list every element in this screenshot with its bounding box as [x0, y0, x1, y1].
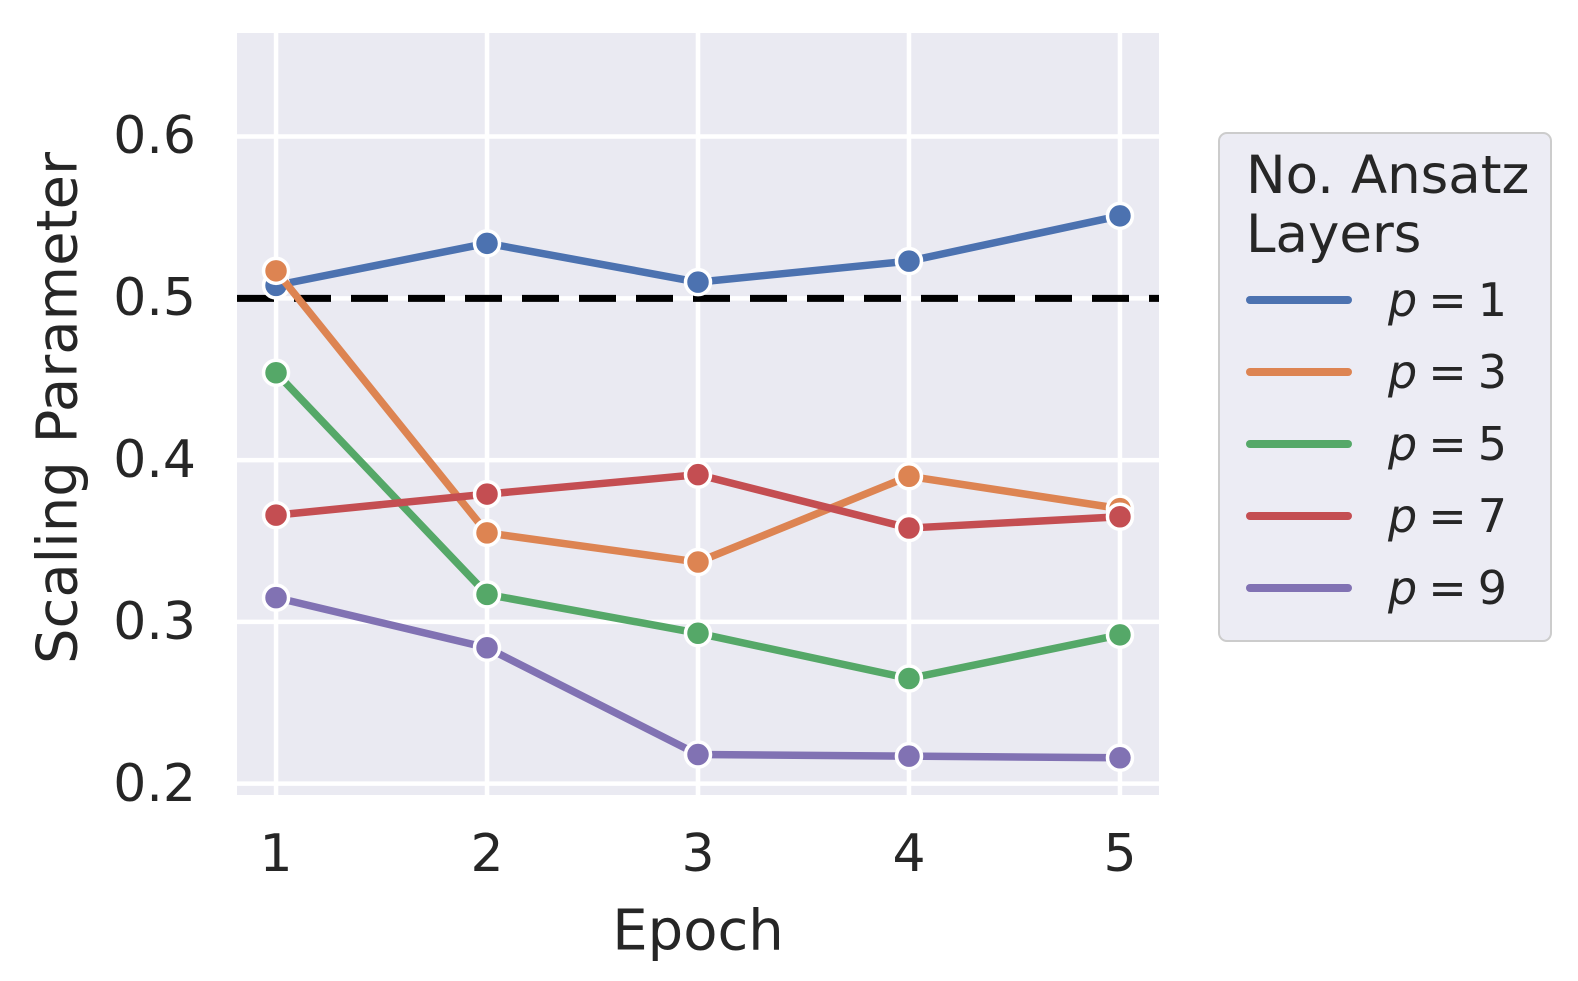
series-marker-9 — [261, 583, 291, 612]
x-axis-label: Epoch — [612, 898, 784, 964]
series-marker-7 — [472, 479, 502, 509]
series-marker-3 — [261, 256, 291, 286]
series-marker-9 — [472, 633, 502, 663]
y-axis-label: Scaling Parameter — [25, 152, 91, 664]
series-marker-3 — [472, 518, 502, 548]
legend-title-line-1: No. Ansatz — [1246, 145, 1530, 206]
series-marker-7 — [261, 500, 291, 530]
legend-label-p1: p = 1 — [1388, 273, 1508, 327]
y-tick-label: 0.3 — [113, 592, 196, 652]
x-tick-label: 1 — [259, 824, 293, 884]
x-tick-label: 2 — [470, 824, 504, 884]
series-marker-3 — [894, 462, 924, 491]
legend-label-p5: p = 5 — [1388, 417, 1508, 471]
series-marker-9 — [894, 741, 924, 771]
series-marker-7 — [1105, 502, 1135, 531]
y-tick-label: 0.2 — [113, 754, 196, 814]
series-marker-1 — [683, 267, 713, 297]
series-marker-1 — [894, 246, 924, 276]
legend-swatch-p7 — [1246, 512, 1352, 520]
series-marker-9 — [1105, 743, 1135, 773]
series-marker-9 — [683, 740, 713, 769]
series-marker-5 — [1105, 620, 1135, 650]
legend-label-p7: p = 7 — [1388, 489, 1508, 543]
series-marker-1 — [1105, 201, 1135, 231]
legend-swatch-p9 — [1246, 584, 1352, 592]
legend-swatch-p5 — [1246, 440, 1352, 448]
x-tick-label: 5 — [1103, 824, 1137, 884]
legend-swatch-p3 — [1246, 368, 1352, 376]
legend-entry-p5: p = 5 — [1246, 408, 1524, 480]
legend-swatch-p1 — [1246, 296, 1352, 304]
legend-entry-p7: p = 7 — [1246, 480, 1524, 552]
y-tick-label: 0.4 — [113, 430, 196, 490]
series-marker-7 — [683, 460, 713, 489]
series-marker-5 — [472, 580, 502, 609]
legend: No. Ansatz Layers p = 1 p = 3 p = 5 p = 7 p = 9 — [1218, 132, 1552, 642]
legend-entry-p3: p = 3 — [1246, 336, 1524, 408]
y-tick-label: 0.5 — [113, 268, 196, 328]
series-marker-1 — [472, 229, 502, 258]
series-marker-7 — [894, 513, 924, 543]
x-tick-label: 3 — [681, 824, 715, 884]
legend-label-p3: p = 3 — [1388, 345, 1508, 399]
series-marker-5 — [683, 618, 713, 648]
series-marker-3 — [683, 547, 713, 577]
legend-title-line-2: Layers — [1246, 204, 1422, 265]
legend-entry-p9: p = 9 — [1246, 552, 1524, 624]
series-marker-5 — [894, 664, 924, 693]
x-tick-label: 4 — [892, 824, 926, 884]
legend-label-p9: p = 9 — [1388, 561, 1508, 615]
y-tick-label: 0.6 — [113, 106, 196, 166]
series-marker-5 — [261, 358, 291, 387]
legend-entry-p1: p = 1 — [1246, 264, 1524, 336]
